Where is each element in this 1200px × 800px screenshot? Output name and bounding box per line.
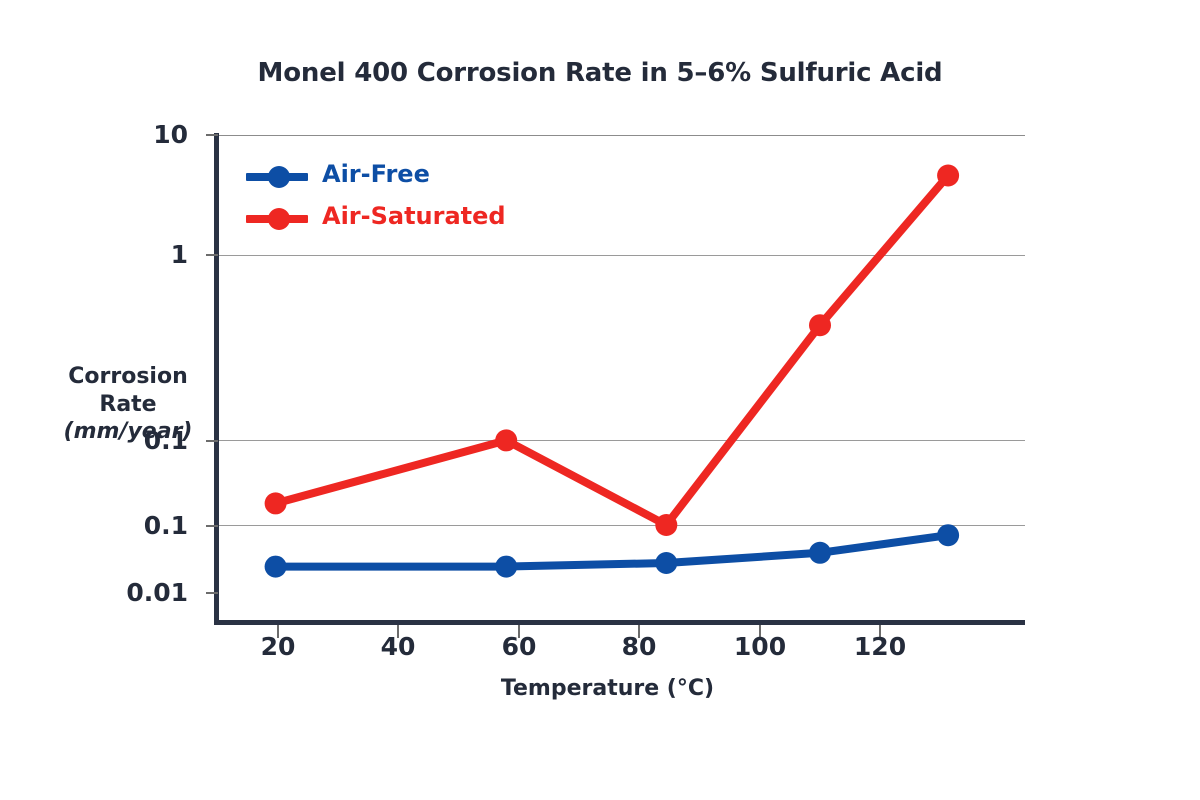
y-tick-label-10: 10 bbox=[153, 120, 188, 149]
y-axis-line bbox=[214, 133, 219, 625]
legend-marker-air-saturated bbox=[268, 208, 290, 230]
y-tick-label-0.1-a: 0.1 bbox=[143, 426, 188, 455]
y-tick-mark-0.1-a bbox=[206, 440, 218, 442]
chart-title: Monel 400 Corrosion Rate in 5–6% Sulfuri… bbox=[257, 58, 943, 88]
y-tick-label-0.1-b: 0.1 bbox=[143, 511, 188, 540]
gridline-1 bbox=[218, 255, 1025, 256]
gridline-10 bbox=[218, 135, 1025, 136]
x-tick-label-40: 40 bbox=[380, 632, 416, 661]
legend-marker-air-free bbox=[268, 166, 290, 188]
y-axis-label: Corrosion Rate (mm/year) bbox=[42, 363, 214, 446]
gridline-0.1-a bbox=[218, 440, 1025, 441]
x-tick-label-80: 80 bbox=[621, 632, 657, 661]
gridline-0.1-b bbox=[218, 525, 1025, 526]
x-tick-mark-120 bbox=[879, 625, 881, 638]
x-tick-mark-40 bbox=[397, 625, 399, 638]
x-tick-mark-20 bbox=[277, 625, 279, 638]
legend-label-air-free: Air-Free bbox=[322, 160, 430, 188]
y-tick-mark-1 bbox=[206, 254, 218, 256]
y-tick-label-0.01: 0.01 bbox=[126, 578, 188, 607]
x-tick-mark-100 bbox=[759, 625, 761, 638]
y-axis-label-line1: Corrosion Rate bbox=[68, 364, 188, 417]
x-tick-mark-60 bbox=[518, 625, 520, 638]
x-tick-label-20: 20 bbox=[260, 632, 296, 661]
y-tick-mark-0.1-b bbox=[206, 525, 218, 527]
legend-label-air-saturated: Air-Saturated bbox=[322, 202, 506, 230]
y-tick-mark-10 bbox=[206, 134, 218, 136]
y-tick-label-1: 1 bbox=[170, 240, 188, 269]
x-tick-label-120: 120 bbox=[853, 632, 907, 661]
y-axis-label-line2: (mm/year) bbox=[63, 419, 193, 444]
x-tick-label-60: 60 bbox=[501, 632, 537, 661]
y-tick-mark-0.01 bbox=[206, 592, 218, 594]
x-tick-label-100: 100 bbox=[733, 632, 787, 661]
x-axis-label: Temperature (°C) bbox=[500, 676, 715, 701]
x-axis-line bbox=[214, 620, 1025, 625]
x-tick-mark-80 bbox=[638, 625, 640, 638]
